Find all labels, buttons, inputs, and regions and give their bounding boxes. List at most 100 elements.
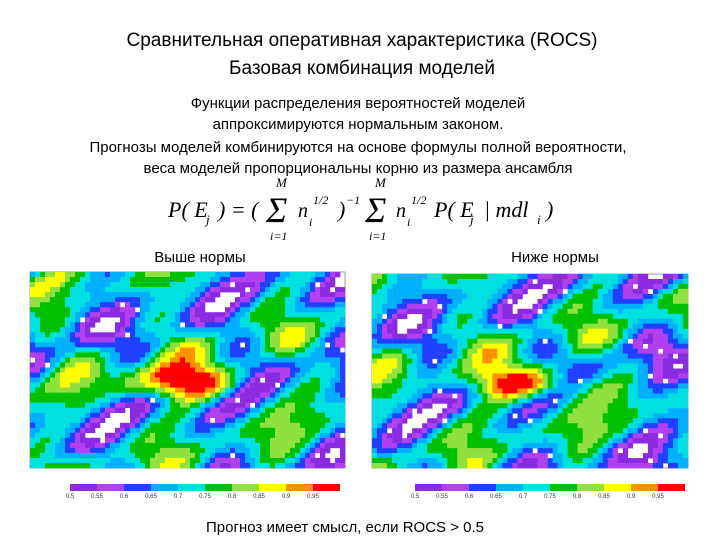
map-cell [642, 408, 649, 414]
map-cell [487, 378, 493, 384]
map-cell [527, 453, 533, 459]
map-cell [442, 373, 448, 379]
map-cell [100, 407, 106, 413]
map-cell [40, 412, 46, 418]
map-cell [290, 422, 296, 429]
map-cell [265, 407, 271, 413]
map-cell [592, 393, 598, 399]
map-cell [587, 463, 593, 469]
map-cell [95, 297, 101, 303]
map-cell [265, 317, 271, 323]
map-cell [507, 293, 513, 300]
map-cell [175, 302, 181, 308]
map-cell [427, 443, 433, 449]
map-cell [407, 413, 413, 419]
map-cell [627, 308, 634, 315]
map-cell [517, 423, 523, 429]
map-cell [497, 378, 503, 384]
map-cell [512, 423, 518, 429]
map-cell [125, 362, 131, 368]
map-cell [35, 332, 41, 338]
map-cell [115, 292, 121, 298]
map-cell [377, 408, 383, 414]
map-cell [95, 457, 101, 464]
map-cell [230, 327, 236, 333]
map-cell [652, 293, 659, 300]
map-cell [75, 362, 81, 368]
map-cell [382, 293, 388, 300]
formula-part: ) [544, 197, 553, 222]
map-cell [437, 373, 443, 379]
map-cell [477, 313, 483, 320]
map-cell [135, 402, 141, 408]
map-cell [487, 453, 493, 459]
map-cell [35, 377, 41, 383]
map-cell [447, 333, 453, 339]
map-cell [280, 332, 286, 338]
map-cell [447, 303, 453, 310]
map-cell [320, 352, 326, 358]
map-cell [487, 463, 493, 469]
map-cell [180, 327, 186, 333]
map-cell [527, 328, 533, 334]
map-cell [160, 362, 166, 368]
map-cell [245, 272, 251, 278]
map-cell [457, 348, 463, 354]
map-cell [683, 308, 689, 315]
map-cell [235, 402, 241, 408]
map-cell [397, 283, 403, 290]
map-cell [280, 417, 286, 423]
map-cell [442, 383, 448, 389]
map-cell [200, 412, 206, 418]
map-cell [250, 292, 256, 298]
map-cell [180, 292, 186, 298]
map-cell [120, 432, 126, 439]
map-cell [50, 427, 56, 434]
map-cell [427, 368, 433, 374]
map-cell [60, 397, 66, 403]
map-cell [487, 313, 493, 320]
map-cell [557, 398, 563, 404]
map-cell [155, 277, 161, 283]
map-cell [437, 308, 443, 315]
map-cell [547, 383, 553, 389]
map-cell [155, 307, 161, 313]
map-cell [155, 297, 161, 303]
map-cell [125, 447, 131, 454]
map-cell [65, 272, 71, 278]
map-cell [105, 302, 111, 308]
map-cell [185, 312, 191, 318]
map-cell [295, 367, 301, 373]
map-cell [150, 442, 156, 449]
map-cell [452, 333, 458, 339]
map-cell [295, 457, 301, 464]
map-cell [145, 357, 151, 363]
map-cell [30, 337, 36, 343]
map-cell [225, 412, 231, 418]
map-cell [602, 293, 608, 300]
map-cell [105, 367, 111, 373]
map-cell [462, 343, 468, 349]
map-cell [330, 277, 336, 283]
map-cell [652, 283, 659, 290]
map-cell [200, 422, 206, 429]
map-cell [637, 423, 644, 429]
map-cell [115, 463, 121, 469]
map-cell [145, 377, 151, 383]
map-cell [683, 274, 689, 280]
map-cell [70, 417, 76, 423]
map-cell [220, 442, 226, 449]
map-cell [567, 408, 573, 414]
map-cell [457, 438, 463, 444]
map-cell [135, 392, 141, 398]
map-cell [502, 443, 508, 449]
map-cell [55, 412, 61, 418]
map-cell [617, 323, 624, 329]
map-cell [265, 277, 271, 283]
map-cell [502, 458, 508, 464]
map-cell [592, 279, 598, 285]
map-cell [577, 403, 583, 409]
map-cell [462, 438, 468, 444]
map-cell [230, 317, 236, 323]
map-cell [65, 397, 71, 403]
